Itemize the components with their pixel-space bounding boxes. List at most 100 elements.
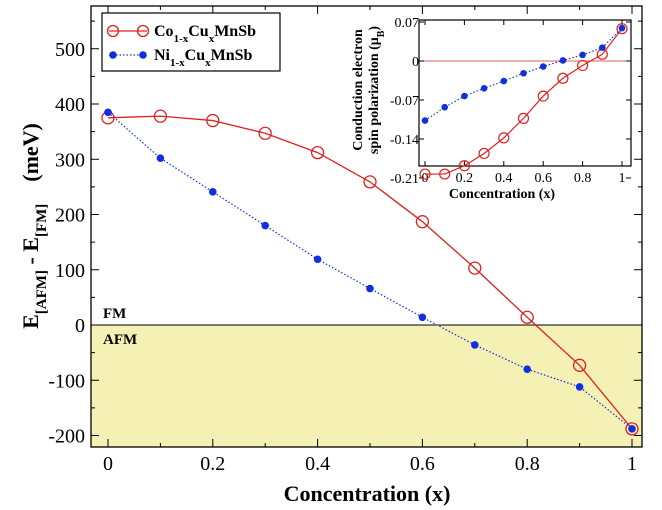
fm-region-label: FM [103, 306, 126, 322]
legend-part: MnSb [214, 23, 256, 40]
inset-y-label-part: ) [367, 26, 382, 31]
inset-x-tick-label: 0.8 [574, 171, 592, 186]
data-point [471, 341, 479, 349]
y-label-part: E [18, 314, 43, 329]
inset-data-point [498, 132, 510, 144]
inset-series-line-0 [425, 28, 623, 175]
y-label-sub: [AFM] [34, 270, 50, 314]
x-tick-label: 0.8 [515, 453, 540, 475]
y-tick-label: 100 [55, 260, 85, 282]
y-tick-label: -100 [48, 370, 85, 392]
legend-part: Cu [188, 23, 209, 40]
y-label-unit: (meV) [18, 123, 43, 204]
inset-x-axis-label: Concentration (x) [449, 187, 555, 202]
x-tick-label: 1 [627, 453, 637, 475]
inset-data-point [461, 92, 468, 100]
legend-part: Co [154, 23, 174, 40]
data-point [310, 145, 325, 160]
inset-y-tick-label: -0.21 [390, 172, 419, 187]
plot-frame [90, 5, 643, 448]
inset-y-tick-label: -0.07 [390, 94, 419, 109]
data-point [104, 108, 112, 117]
data-point [206, 113, 220, 128]
inset-data-point [500, 77, 508, 85]
y-label-sub: [FM] [34, 204, 50, 237]
inset-y-tick-label: 0 [412, 55, 419, 70]
inset-data-point [421, 117, 429, 124]
inset-data-point [618, 24, 626, 32]
data-point [156, 154, 165, 162]
y-label-part: - E [18, 237, 43, 270]
data-point [523, 365, 531, 374]
legend-part: Cu [185, 47, 206, 64]
inset-x-tick-label: 0.2 [456, 171, 474, 186]
inset-data-point [539, 63, 547, 70]
y-tick-label: 500 [55, 39, 85, 61]
y-tick-label: 200 [55, 205, 85, 227]
y-tick-label: -200 [48, 426, 85, 448]
inset-data-point [520, 69, 527, 77]
legend-box [101, 12, 281, 72]
inset-data-point [441, 103, 449, 111]
legend-part: MnSb [211, 47, 253, 64]
legend-label: Co1-xCuxMnSb [154, 23, 256, 45]
data-point [415, 215, 430, 229]
x-axis-label: Concentration (x) [284, 481, 451, 506]
inset-y-axis-label-line1: Conduction electron [351, 29, 366, 151]
data-point [520, 310, 534, 324]
data-point [366, 284, 374, 293]
legend-marker [106, 24, 120, 38]
data-point [628, 425, 636, 433]
inset-y-label-part: spin polarization (μ [367, 37, 382, 154]
main-chart: -200 -100 0 100 200 300 400 500 0 0.2 0.4 0.6 0.8 1 Co… [18, 5, 643, 506]
data-point [313, 255, 322, 264]
inset-y-tick-label: 0.07 [395, 16, 420, 31]
inset-data-point [599, 44, 606, 51]
inset-data-point [439, 168, 451, 180]
inset-x-tick-label: 1 [619, 171, 626, 186]
afm-region-label: AFM [103, 332, 137, 348]
inset-data-point [480, 84, 488, 92]
data-point [261, 221, 270, 230]
inset-data-point [537, 90, 549, 102]
y-tick-label: 300 [55, 149, 85, 171]
series-line-0 [107, 115, 633, 430]
data-point [572, 358, 587, 372]
x-tick-label: 0.2 [200, 453, 225, 475]
y-axis-label: E[AFM] - E[FM] (meV) [18, 123, 50, 329]
inset-y-label-sub: B [376, 30, 387, 37]
data-point [153, 109, 168, 123]
x-tick-label: 0.6 [410, 453, 435, 475]
afm-region [91, 325, 642, 447]
legend-sub: 1-x [174, 33, 189, 45]
inset-y-axis-label-line2: spin polarization (μB) [367, 26, 387, 155]
legend-marker [136, 24, 150, 38]
data-point [418, 313, 427, 322]
data-point [363, 175, 377, 189]
inset-data-point [557, 72, 569, 84]
series-line-1 [107, 111, 633, 430]
legend-marker [109, 51, 117, 59]
inset-data-point [579, 51, 586, 59]
data-point [575, 383, 584, 391]
inset-x-tick-label: 0.6 [534, 171, 552, 186]
inset-data-point [559, 57, 567, 64]
inset-data-point [458, 160, 470, 172]
y-tick-label: 400 [55, 94, 85, 116]
inset-data-point [616, 23, 628, 35]
legend-label: Ni1-xCuxMnSb [154, 47, 253, 69]
data-point [258, 126, 272, 140]
data-point [468, 261, 482, 275]
inset-data-point [517, 112, 530, 124]
data-point [209, 188, 217, 196]
inset-frame [418, 19, 632, 167]
data-point [625, 422, 639, 436]
legend-part: Ni [154, 47, 171, 64]
legend-sub: x [209, 33, 215, 45]
y-tick-label: 0 [75, 315, 85, 337]
inset-y-tick-label: -0.14 [390, 133, 419, 148]
legend-sub: x [205, 57, 211, 69]
x-tick-label: 0.4 [305, 453, 330, 475]
